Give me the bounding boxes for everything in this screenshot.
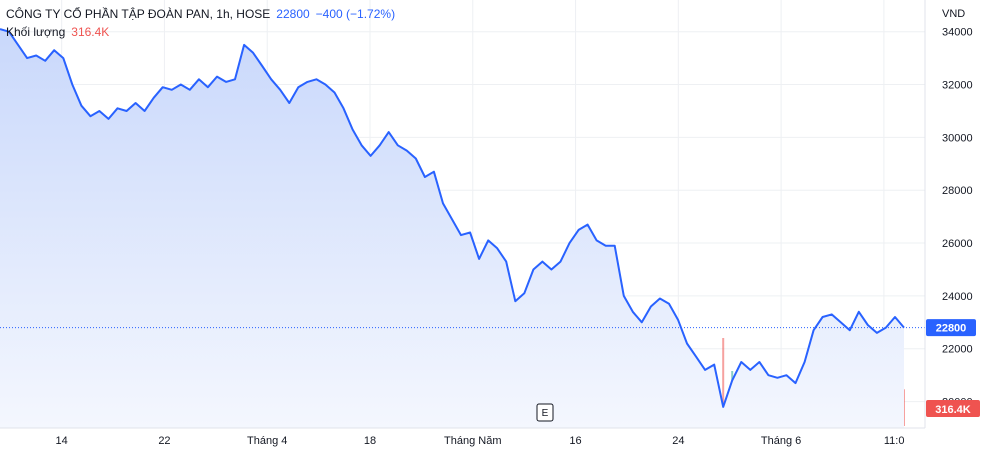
- symbol-title[interactable]: CÔNG TY CỔ PHẦN TẬP ĐOÀN PAN, 1h, HOSE: [6, 7, 271, 21]
- x-tick-label: 18: [364, 435, 376, 447]
- y-tick-label: 26000: [942, 238, 973, 250]
- x-tick-label: Tháng 4: [247, 435, 287, 447]
- event-marker-box[interactable]: [536, 403, 554, 422]
- event-marker-label: E: [542, 408, 549, 419]
- last-price-badge-bg: [926, 319, 976, 337]
- y-tick-label: 22000: [942, 344, 973, 356]
- price-area: [0, 29, 904, 428]
- price-axis[interactable]: VND 200002200024000260002800030000320003…: [942, 8, 973, 409]
- legend-symbol-row: CÔNG TY CỔ PHẦN TẬP ĐOÀN PAN, 1h, HOSE 22…: [6, 7, 395, 21]
- last-price-value: 22800: [276, 7, 310, 21]
- volume-label[interactable]: Khối lượng: [6, 25, 66, 39]
- last-price-badge: 22800: [926, 319, 976, 337]
- x-tick-label: Tháng 6: [761, 435, 801, 447]
- legend-volume-row: Khối lượng 316.4K: [6, 25, 109, 39]
- y-tick-label: 34000: [942, 27, 973, 39]
- volume-badge: 316.4K: [926, 400, 980, 417]
- x-tick-label: 24: [672, 435, 684, 447]
- event-marker[interactable]: E: [536, 403, 554, 422]
- time-axis[interactable]: 14 22 Tháng 4 18 Tháng Năm 16 24 Tháng 6 11:0: [56, 435, 905, 447]
- volume-bar: [722, 338, 725, 426]
- x-tick-label: 14: [56, 435, 68, 447]
- x-tick-label: Tháng Năm: [444, 435, 501, 447]
- x-tick-label: 16: [569, 435, 581, 447]
- y-tick-label: 30000: [942, 132, 973, 144]
- y-tick-label: 32000: [942, 80, 973, 92]
- price-line: [0, 28, 905, 408]
- volume-badge-bg: [926, 400, 980, 417]
- y-tick-label: 28000: [942, 185, 973, 197]
- price-change-value: −400 (−1.72%): [315, 7, 396, 21]
- y-tick-label: 24000: [942, 291, 973, 303]
- x-tick-label: 11:0: [884, 435, 905, 447]
- last-price-badge-text: 22800: [936, 323, 967, 335]
- x-tick-label: 22: [158, 435, 170, 447]
- volume-value: 316.4K: [71, 25, 110, 39]
- volume-badge-text: 316.4K: [935, 404, 971, 416]
- currency-label: VND: [942, 8, 965, 20]
